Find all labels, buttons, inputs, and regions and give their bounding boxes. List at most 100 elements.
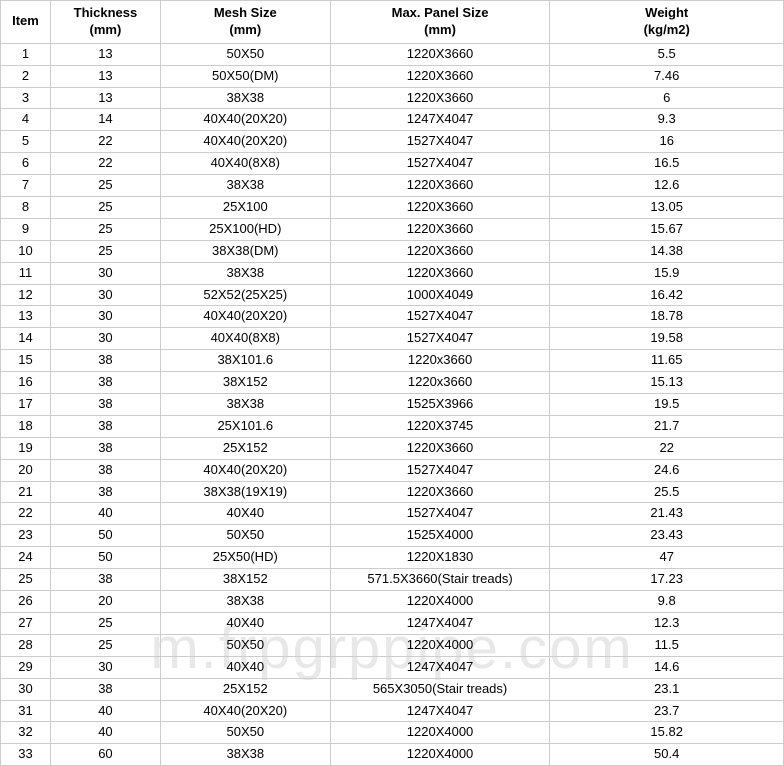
table-row: 213838X38(19X19)1220X366025.5 [1, 481, 784, 503]
table-row: 143040X40(8X8)1527X404719.58 [1, 328, 784, 350]
table-cell: 11.5 [550, 634, 784, 656]
specifications-table: Item Thickness (mm) Mesh Size (mm) Max. … [0, 0, 784, 766]
table-cell: 1220X1830 [330, 547, 550, 569]
table-cell: 25 [50, 218, 160, 240]
header-panel: Max. Panel Size (mm) [330, 1, 550, 44]
table-row: 123052X52(25X25)1000X404916.42 [1, 284, 784, 306]
table-cell: 13 [50, 65, 160, 87]
table-cell: 12.3 [550, 612, 784, 634]
table-row: 163838X1521220x366015.13 [1, 372, 784, 394]
table-cell: 22 [550, 437, 784, 459]
table-cell: 23.1 [550, 678, 784, 700]
table-cell: 38 [50, 415, 160, 437]
header-thickness-line1: Thickness [74, 5, 138, 20]
header-thickness-line2: (mm) [90, 22, 122, 37]
table-cell: 1220x3660 [330, 372, 550, 394]
table-cell: 38 [50, 350, 160, 372]
table-cell: 25 [50, 634, 160, 656]
table-cell: 24 [1, 547, 51, 569]
table-header-row: Item Thickness (mm) Mesh Size (mm) Max. … [1, 1, 784, 44]
table-cell: 38 [50, 437, 160, 459]
table-cell: 40 [50, 700, 160, 722]
table-cell: 1220X3660 [330, 175, 550, 197]
table-cell: 32 [1, 722, 51, 744]
table-cell: 16.5 [550, 153, 784, 175]
table-row: 324050X501220X400015.82 [1, 722, 784, 744]
table-cell: 1525X4000 [330, 525, 550, 547]
table-cell: 6 [550, 87, 784, 109]
table-cell: 40X40(20X20) [160, 109, 330, 131]
table-cell: 52X52(25X25) [160, 284, 330, 306]
table-row: 272540X401247X404712.3 [1, 612, 784, 634]
table-cell: 6 [1, 153, 51, 175]
table-cell: 40X40(8X8) [160, 153, 330, 175]
table-cell: 18 [1, 415, 51, 437]
table-cell: 17.23 [550, 569, 784, 591]
table-cell: 12 [1, 284, 51, 306]
table-cell: 11.65 [550, 350, 784, 372]
table-cell: 50X50(DM) [160, 65, 330, 87]
table-cell: 40X40 [160, 503, 330, 525]
table-cell: 19.5 [550, 394, 784, 416]
table-cell: 25 [50, 175, 160, 197]
table-cell: 19 [1, 437, 51, 459]
table-row: 82525X1001220X366013.05 [1, 197, 784, 219]
table-cell: 571.5X3660(Stair treads) [330, 569, 550, 591]
table-cell: 15.82 [550, 722, 784, 744]
table-row: 153838X101.61220x366011.65 [1, 350, 784, 372]
table-cell: 38X38 [160, 262, 330, 284]
table-row: 293040X401247X404714.6 [1, 656, 784, 678]
header-panel-line2: (mm) [424, 22, 456, 37]
table-cell: 24.6 [550, 459, 784, 481]
table-cell: 1525X3966 [330, 394, 550, 416]
table-cell: 1220X4000 [330, 591, 550, 613]
table-cell: 18.78 [550, 306, 784, 328]
table-cell: 38 [50, 678, 160, 700]
header-mesh-line1: Mesh Size [214, 5, 277, 20]
table-cell: 1527X4047 [330, 503, 550, 525]
table-row: 62240X40(8X8)1527X404716.5 [1, 153, 784, 175]
table-cell: 38 [50, 372, 160, 394]
table-cell: 1220x3660 [330, 350, 550, 372]
table-cell: 22 [1, 503, 51, 525]
table-cell: 1220X3660 [330, 197, 550, 219]
table-cell: 1220X4000 [330, 634, 550, 656]
table-cell: 28 [1, 634, 51, 656]
table-cell: 22 [50, 131, 160, 153]
table-cell: 15.13 [550, 372, 784, 394]
table-cell: 1527X4047 [330, 131, 550, 153]
table-cell: 38 [50, 394, 160, 416]
table-cell: 27 [1, 612, 51, 634]
table-row: 173838X381525X396619.5 [1, 394, 784, 416]
table-cell: 15.9 [550, 262, 784, 284]
table-cell: 15 [1, 350, 51, 372]
table-cell: 17 [1, 394, 51, 416]
table-row: 303825X152565X3050(Stair treads)23.1 [1, 678, 784, 700]
table-cell: 1247X4047 [330, 656, 550, 678]
table-row: 253838X152571.5X3660(Stair treads)17.23 [1, 569, 784, 591]
table-cell: 25 [50, 612, 160, 634]
table-cell: 14 [50, 109, 160, 131]
table-cell: 1527X4047 [330, 153, 550, 175]
table-cell: 40X40(20X20) [160, 306, 330, 328]
table-cell: 14.6 [550, 656, 784, 678]
table-cell: 38X38 [160, 175, 330, 197]
table-cell: 38X38 [160, 591, 330, 613]
table-cell: 30 [50, 262, 160, 284]
table-cell: 50X50 [160, 525, 330, 547]
table-cell: 40X40(20X20) [160, 700, 330, 722]
header-item: Item [1, 1, 51, 44]
table-cell: 33 [1, 744, 51, 766]
table-cell: 16 [550, 131, 784, 153]
table-cell: 1220X4000 [330, 744, 550, 766]
table-cell: 40 [50, 722, 160, 744]
table-row: 262038X381220X40009.8 [1, 591, 784, 613]
table-cell: 1247X4047 [330, 612, 550, 634]
table-cell: 38X38(DM) [160, 240, 330, 262]
table-cell: 16.42 [550, 284, 784, 306]
header-weight: Weight (kg/m2) [550, 1, 784, 44]
table-cell: 1220X3660 [330, 240, 550, 262]
table-cell: 13 [50, 87, 160, 109]
table-cell: 40X40(20X20) [160, 459, 330, 481]
table-cell: 30 [50, 328, 160, 350]
